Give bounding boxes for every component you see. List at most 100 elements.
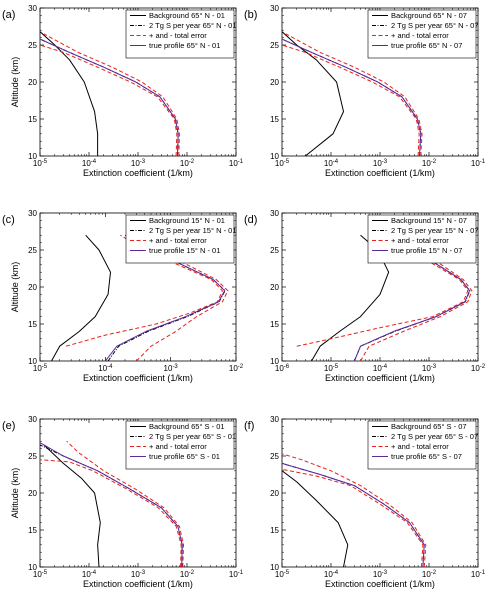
y-tick-label: 25 xyxy=(270,246,279,255)
y-tick-label: 20 xyxy=(270,78,279,87)
x-tick-label: 10-2 xyxy=(180,159,195,168)
x-tick-label: 10-4 xyxy=(98,364,113,373)
x-tick-label: 10-3 xyxy=(131,570,146,579)
legend-entry: true profile 65° N - 07 xyxy=(391,41,462,50)
y-tick-label: 20 xyxy=(28,78,37,87)
legend-entry: Background 65° N - 07 xyxy=(391,11,467,20)
series-line xyxy=(43,444,101,567)
panel-5: 10-5 10-4 10-3 10-2 10-1 10 15 20 25 30 Extinction… xyxy=(2,415,244,589)
legend-box xyxy=(367,9,477,59)
y-tick-label: 30 xyxy=(28,4,37,13)
panel-label: (a) xyxy=(2,9,15,21)
y-tick-label: 20 xyxy=(270,489,279,498)
series-group xyxy=(282,31,423,156)
legend-entry: true profile 15° N - 01 xyxy=(149,246,220,255)
panel-6: 10-5 10-4 10-3 10-2 10-1 10 15 20 25 30 Extinction… xyxy=(244,415,486,589)
x-axis-label: Extinction coefficient (1/km) xyxy=(325,373,435,383)
y-tick-label: 15 xyxy=(270,526,279,535)
y-axis-label: Altitude (km) xyxy=(10,262,20,313)
x-tick-label: 10-4 xyxy=(373,364,388,373)
panel-3: 10-5 10-4 10-3 10-2 10 15 20 25 30 Extinction coe… xyxy=(2,209,244,383)
x-tick-label: 10-5 xyxy=(33,159,48,168)
y-tick-label: 30 xyxy=(28,415,37,424)
y-tick-label: 15 xyxy=(28,320,37,329)
y-tick-label: 20 xyxy=(270,283,279,292)
legend-entry: true profile 65° N - 01 xyxy=(149,41,220,50)
legend: Background 15° N - 012 Tg S per year 15°… xyxy=(125,214,237,264)
legend-entry: + and - total error xyxy=(149,442,207,451)
x-tick-label: 10-4 xyxy=(324,570,339,579)
panel-label: (f) xyxy=(244,420,254,432)
x-tick-label: 10-3 xyxy=(131,159,146,168)
legend-entry: 2 Tg S per year 65° N - 07 xyxy=(391,21,479,30)
series-line xyxy=(282,470,349,567)
x-tick-label: 10-2 xyxy=(229,364,244,373)
y-tick-label: 30 xyxy=(270,209,279,218)
y-tick-label: 10 xyxy=(28,357,37,366)
x-tick-label: 10-2 xyxy=(180,570,195,579)
legend-entry: 2 Tg S per year 15° N - 07 xyxy=(391,226,479,235)
legend-entry: true profile 15° N - 07 xyxy=(391,246,462,255)
y-tick-label: 25 xyxy=(28,41,37,50)
x-axis-label: Extinction coefficient (1/km) xyxy=(83,168,193,178)
x-tick-label: 10-5 xyxy=(275,570,290,579)
series-group xyxy=(282,453,427,567)
x-tick-label: 10-5 xyxy=(275,159,290,168)
legend-entry: Background 65° S - 01 xyxy=(149,422,225,431)
legend-entry: + and - total error xyxy=(149,31,207,40)
y-tick-label: 10 xyxy=(270,563,279,572)
x-tick-label: 10-4 xyxy=(82,570,97,579)
x-tick-label: 10-4 xyxy=(82,159,97,168)
panel-label: (b) xyxy=(244,9,257,21)
panel-4: 10-6 10-5 10-4 10-3 10-2 10 15 20 25 30 Extinction… xyxy=(244,209,486,383)
y-tick-label: 15 xyxy=(270,115,279,124)
series-group xyxy=(40,31,180,156)
series-line xyxy=(40,38,179,156)
legend-entry: + and - total error xyxy=(391,442,449,451)
series-line xyxy=(40,31,99,156)
series-line xyxy=(282,31,345,156)
y-tick-label: 30 xyxy=(270,4,279,13)
legend: Background 15° N - 072 Tg S per year 15°… xyxy=(367,214,479,264)
x-tick-label: 10-3 xyxy=(422,364,437,373)
x-tick-label: 10-2 xyxy=(422,159,437,168)
legend-entry: + and - total error xyxy=(149,236,207,245)
legend: Background 65° N - 012 Tg S per year 65°… xyxy=(125,9,237,59)
y-tick-label: 10 xyxy=(28,152,37,161)
x-tick-label: 10-3 xyxy=(164,364,179,373)
series-line xyxy=(51,234,112,361)
legend-entry: Background 15° N - 01 xyxy=(149,216,225,225)
legend-box xyxy=(125,9,235,59)
x-axis-label: Extinction coefficient (1/km) xyxy=(83,579,193,589)
legend-entry: true profile 65° S - 07 xyxy=(391,452,462,461)
x-axis-label: Extinction coefficient (1/km) xyxy=(83,373,193,383)
y-tick-label: 15 xyxy=(28,115,37,124)
y-tick-label: 25 xyxy=(270,41,279,50)
y-tick-label: 25 xyxy=(270,452,279,461)
x-tick-label: 10-6 xyxy=(275,364,290,373)
legend-entry: + and - total error xyxy=(391,31,449,40)
y-tick-label: 20 xyxy=(28,283,37,292)
series-line xyxy=(285,33,423,156)
x-tick-label: 10-1 xyxy=(229,570,244,579)
y-tick-label: 10 xyxy=(28,563,37,572)
x-tick-label: 10-3 xyxy=(373,570,388,579)
series-line xyxy=(282,38,422,156)
legend-box xyxy=(367,214,477,264)
legend-entry: 2 Tg S per year 65° S - 07 xyxy=(391,432,478,441)
legend-entry: Background 15° N - 07 xyxy=(391,216,467,225)
panel-2: 10-5 10-4 10-3 10-2 10-1 10 15 20 25 30 Extinction… xyxy=(244,4,486,178)
series-line xyxy=(282,453,427,567)
legend: Background 65° N - 072 Tg S per year 65°… xyxy=(367,9,479,59)
x-tick-label: 10-5 xyxy=(324,364,339,373)
y-tick-label: 30 xyxy=(270,415,279,424)
x-tick-label: 10-3 xyxy=(373,159,388,168)
legend-entry: Background 65° S - 07 xyxy=(391,422,467,431)
legend-entry: Background 65° N - 01 xyxy=(149,11,225,20)
series-line xyxy=(40,442,183,567)
series-line xyxy=(43,33,180,156)
series-line xyxy=(282,462,425,567)
legend-box xyxy=(367,420,477,470)
legend-entry: true profile 65° S - 01 xyxy=(149,452,220,461)
